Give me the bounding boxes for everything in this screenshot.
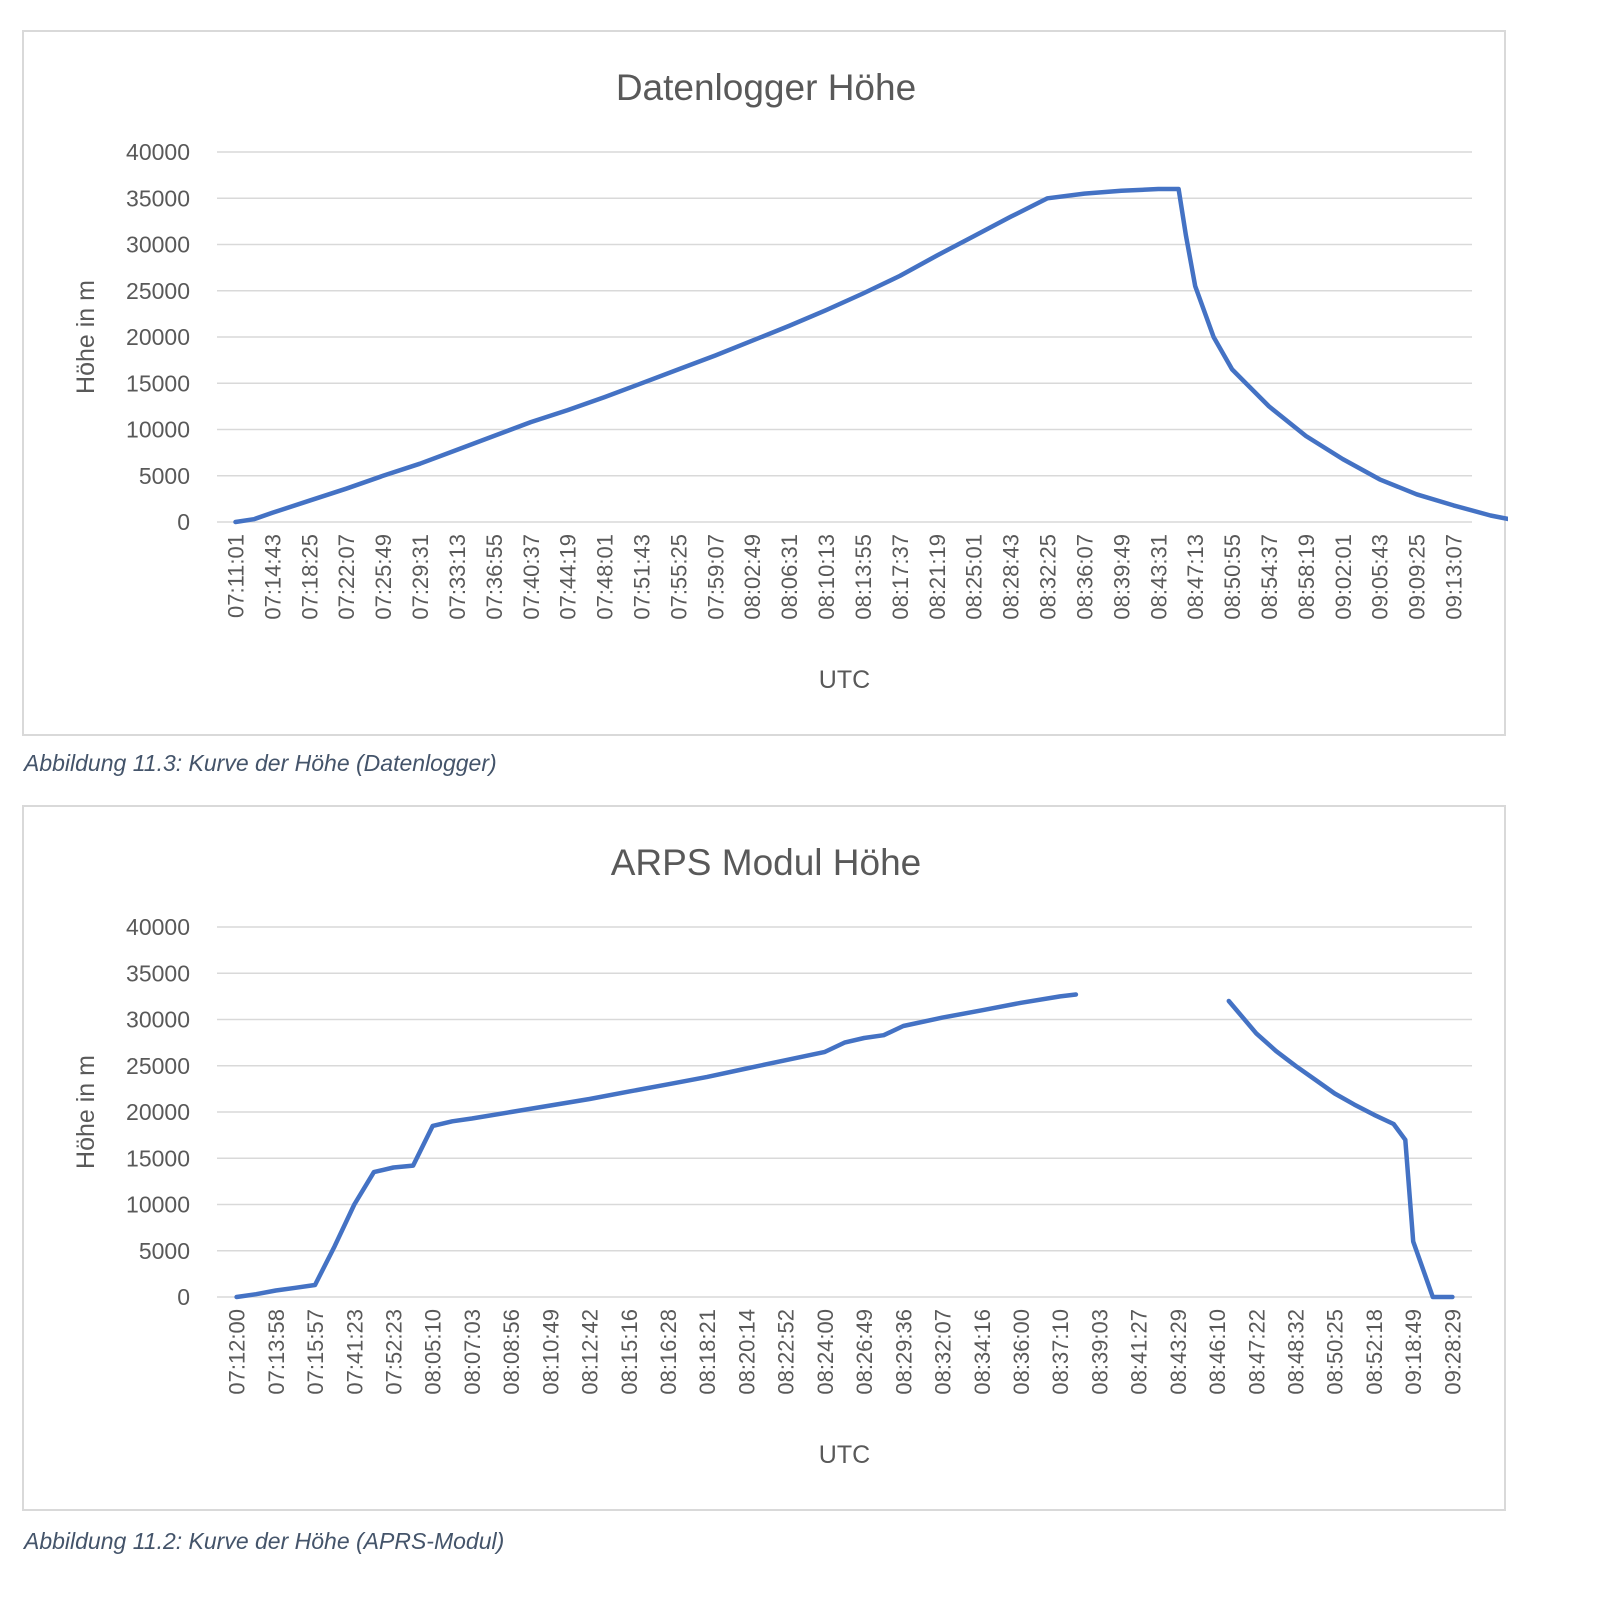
y-tick-label: 40000 xyxy=(126,139,190,165)
y-tick-label: 20000 xyxy=(126,1099,190,1125)
x-tick-label: 07:13:58 xyxy=(264,1309,289,1395)
x-tick-label: 07:12:00 xyxy=(225,1309,250,1395)
x-tick-label: 07:33:13 xyxy=(445,534,470,620)
x-tick-label: 07:41:23 xyxy=(342,1309,367,1395)
x-tick-label: 08:54:37 xyxy=(1257,534,1282,620)
x-tick-label: 08:22:52 xyxy=(774,1309,799,1395)
y-tick-label: 35000 xyxy=(126,960,190,986)
x-tick-label: 08:26:49 xyxy=(852,1309,877,1395)
x-tick-label: 08:47:13 xyxy=(1183,534,1208,620)
y-axis-title: Höhe in m xyxy=(72,280,100,394)
y-tick-label: 15000 xyxy=(126,1145,190,1171)
x-tick-label: 08:25:01 xyxy=(962,534,987,620)
series-line xyxy=(233,186,1508,525)
y-tick-label: 15000 xyxy=(126,370,190,396)
x-tick-label: 07:15:57 xyxy=(303,1309,328,1395)
x-tick-label: 08:08:56 xyxy=(499,1309,524,1395)
x-tick-label: 08:12:42 xyxy=(578,1309,603,1395)
x-tick-label: 07:55:25 xyxy=(666,534,691,620)
figure-caption-datenlogger: Abbildung 11.3: Kurve der Höhe (Datenlog… xyxy=(24,750,497,776)
aprs-chart-svg: ARPS Modul Höhe 0 5000 10000 15000 20000 25000… xyxy=(72,842,1472,1469)
x-tick-label: 08:15:16 xyxy=(617,1309,642,1395)
y-tick-label: 10000 xyxy=(126,417,190,443)
x-tick-label: 07:22:07 xyxy=(334,534,359,620)
x-tick-label: 08:48:32 xyxy=(1284,1309,1309,1395)
x-tick-label: 08:37:10 xyxy=(1048,1309,1073,1395)
x-tick-label: 08:50:25 xyxy=(1323,1309,1348,1395)
datenlogger-chart: Datenlogger Höhe 0 5000 10000 15000 20000 2500… xyxy=(22,30,1508,736)
x-tick-label: 08:28:43 xyxy=(999,534,1024,620)
x-tick-label: 08:52:18 xyxy=(1362,1309,1387,1395)
x-tick-label: 08:46:10 xyxy=(1205,1309,1230,1395)
x-tick-label: 07:36:55 xyxy=(482,534,507,620)
x-tick-label: 09:28:29 xyxy=(1440,1309,1465,1395)
x-tick-label: 07:48:01 xyxy=(593,534,618,620)
aprs-chart: ARPS Modul Höhe 0 5000 10000 15000 20000 25000… xyxy=(22,805,1506,1511)
y-tick-label: 25000 xyxy=(126,1053,190,1079)
chart-title: Datenlogger Höhe xyxy=(616,67,916,108)
x-tick-label: 07:40:37 xyxy=(519,534,544,620)
x-tick-label: 08:32:07 xyxy=(931,1309,956,1395)
x-tick-label: 07:44:19 xyxy=(556,534,581,620)
x-tick-label: 08:32:25 xyxy=(1036,534,1061,620)
x-tick-label: 08:36:07 xyxy=(1072,534,1097,620)
x-tick-label: 08:10:13 xyxy=(814,534,839,620)
series-line xyxy=(1226,998,1455,1300)
series-line xyxy=(234,992,1079,1300)
x-tick-label: 08:07:03 xyxy=(460,1309,485,1395)
x-tick-label: 09:09:25 xyxy=(1405,534,1430,620)
x-tick-label: 08:24:00 xyxy=(813,1309,838,1395)
x-tick-label: 09:13:07 xyxy=(1442,534,1467,620)
x-tick-label: 07:29:31 xyxy=(408,534,433,620)
x-tick-label: 07:25:49 xyxy=(371,534,396,620)
x-tick-label: 08:50:55 xyxy=(1220,534,1245,620)
y-tick-label: 5000 xyxy=(139,463,190,489)
x-tick-label: 08:43:31 xyxy=(1146,534,1171,620)
x-tick-label: 08:39:49 xyxy=(1109,534,1134,620)
y-tick-label: 25000 xyxy=(126,278,190,304)
x-tick-label: 07:14:43 xyxy=(260,534,285,620)
x-axis-title: UTC xyxy=(819,1441,870,1469)
y-axis-title: Höhe in m xyxy=(72,1055,100,1169)
x-tick-label: 08:41:27 xyxy=(1127,1309,1152,1395)
x-tick-label: 08:18:21 xyxy=(695,1309,720,1395)
chart-title: ARPS Modul Höhe xyxy=(611,842,922,883)
y-tick-label: 30000 xyxy=(126,1007,190,1033)
x-tick-label: 07:11:01 xyxy=(223,534,248,618)
x-tick-label: 09:18:49 xyxy=(1401,1309,1426,1395)
x-tick-label: 07:18:25 xyxy=(297,534,322,620)
x-tick-label: 07:51:43 xyxy=(629,534,654,620)
x-tick-label: 08:34:16 xyxy=(970,1309,995,1395)
y-tick-label: 0 xyxy=(177,1284,190,1310)
x-tick-label: 07:52:23 xyxy=(381,1309,406,1395)
x-tick-label: 09:05:43 xyxy=(1368,534,1393,620)
y-tick-label: 40000 xyxy=(126,914,190,940)
x-tick-label: 08:16:28 xyxy=(656,1309,681,1395)
y-tick-label: 0 xyxy=(177,509,190,535)
x-tick-label: 08:13:55 xyxy=(851,534,876,620)
x-tick-label: 07:59:07 xyxy=(703,534,728,620)
x-axis-title: UTC xyxy=(819,666,870,694)
x-tick-label: 08:06:31 xyxy=(777,534,802,620)
y-tick-label: 35000 xyxy=(126,185,190,211)
x-tick-label: 08:58:19 xyxy=(1294,534,1319,620)
x-tick-label: 08:05:10 xyxy=(421,1309,446,1395)
datenlogger-chart-svg: Datenlogger Höhe 0 5000 10000 15000 20000 2500… xyxy=(72,67,1508,694)
y-tick-label: 10000 xyxy=(126,1192,190,1218)
x-tick-label: 08:17:37 xyxy=(888,534,913,620)
x-tick-label: 08:36:00 xyxy=(1009,1309,1034,1395)
x-tick-label: 08:21:19 xyxy=(925,534,950,620)
x-tick-label: 08:10:49 xyxy=(538,1309,563,1395)
x-tick-label: 08:47:22 xyxy=(1244,1309,1269,1395)
x-tick-label: 08:39:03 xyxy=(1087,1309,1112,1395)
x-tick-label: 08:43:29 xyxy=(1166,1309,1191,1395)
x-tick-label: 08:29:36 xyxy=(891,1309,916,1395)
x-tick-label: 08:02:49 xyxy=(740,534,765,620)
x-tick-label: 09:02:01 xyxy=(1331,534,1356,620)
figure-caption-aprs: Abbildung 11.2: Kurve der Höhe (APRS-Mod… xyxy=(24,1528,505,1554)
y-tick-label: 20000 xyxy=(126,324,190,350)
y-tick-label: 30000 xyxy=(126,232,190,258)
x-tick-label: 08:20:14 xyxy=(734,1309,759,1395)
y-tick-label: 5000 xyxy=(139,1238,190,1264)
